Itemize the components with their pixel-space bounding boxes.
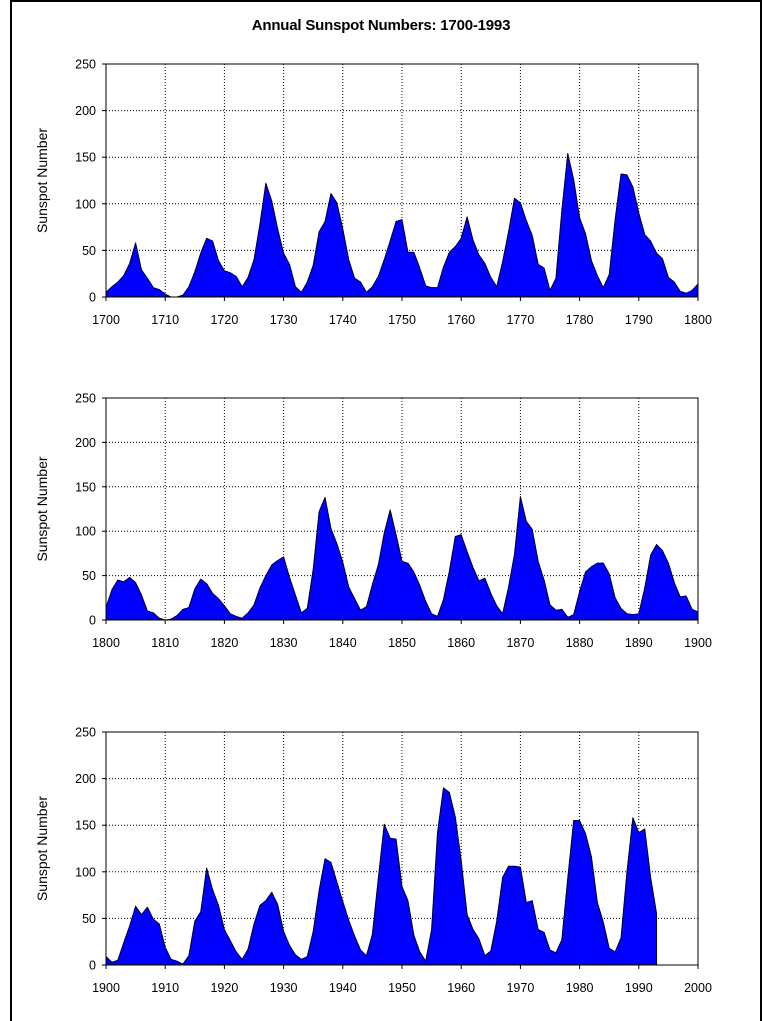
- y-tick-label: 200: [75, 436, 96, 450]
- x-tick-label: 1860: [447, 636, 475, 650]
- x-tick-label: 1810: [151, 636, 179, 650]
- x-tick-label: 1940: [329, 981, 357, 995]
- x-tick-label: 1790: [625, 313, 653, 327]
- y-axis-label: Sunspot Number: [34, 128, 50, 233]
- y-tick-label: 200: [75, 772, 96, 786]
- x-tick-label: 1980: [566, 981, 594, 995]
- sunspot-area-series: [105, 152, 699, 298]
- sunspot-area-series: [105, 787, 658, 966]
- y-tick-label: 50: [82, 244, 96, 258]
- x-tick-label: 1710: [151, 313, 179, 327]
- x-tick-label: 1840: [329, 636, 357, 650]
- x-tick-label: 1920: [210, 981, 238, 995]
- x-tick-label: 1700: [92, 313, 120, 327]
- x-tick-label: 1770: [506, 313, 534, 327]
- y-tick-label: 150: [75, 819, 96, 833]
- x-tick-label: 1890: [625, 636, 653, 650]
- y-tick-label: 250: [75, 58, 96, 72]
- x-tick-label: 1830: [270, 636, 298, 650]
- y-tick-label: 0: [89, 614, 96, 628]
- y-tick-label: 200: [75, 104, 96, 118]
- figure-frame: [10, 0, 762, 1021]
- x-tick-label: 1800: [92, 636, 120, 650]
- sunspot-area-series: [105, 496, 699, 621]
- x-tick-label: 1900: [92, 981, 120, 995]
- y-tick-label: 100: [75, 525, 96, 539]
- x-tick-label: 1850: [388, 636, 416, 650]
- y-tick-label: 150: [75, 151, 96, 165]
- x-tick-label: 1930: [270, 981, 298, 995]
- y-tick-label: 250: [75, 726, 96, 740]
- x-tick-label: 1880: [566, 636, 594, 650]
- y-tick-label: 0: [89, 291, 96, 305]
- x-tick-label: 1800: [684, 313, 712, 327]
- x-tick-label: 1950: [388, 981, 416, 995]
- x-tick-label: 1760: [447, 313, 475, 327]
- x-tick-label: 1900: [684, 636, 712, 650]
- chart-panel-1800-1900: 1800 1810 1820 1830 1840 1850 1860 1870 1880 1890…: [34, 392, 712, 651]
- y-tick-label: 50: [82, 912, 96, 926]
- x-tick-label: 1720: [210, 313, 238, 327]
- y-axis-label: Sunspot Number: [34, 456, 50, 561]
- x-tick-label: 2000: [684, 981, 712, 995]
- x-tick-label: 1960: [447, 981, 475, 995]
- x-tick-label: 1750: [388, 313, 416, 327]
- y-tick-label: 50: [82, 569, 96, 583]
- chart-panel-1900-2000: 1900 1910 1920 1930 1940 1950 1960 1970 1980 1990…: [34, 726, 712, 996]
- x-tick-label: 1730: [270, 313, 298, 327]
- chart-title: Annual Sunspot Numbers: 1700-1993: [251, 17, 511, 34]
- y-axis-label: Sunspot Number: [34, 796, 50, 901]
- chart-panel-1700-1800: 1700 1710 1720 1730 1740 1750 1760 1770 1780 1790…: [34, 58, 712, 328]
- x-tick-label: 1780: [566, 313, 594, 327]
- y-tick-label: 150: [75, 480, 96, 494]
- y-tick-label: 100: [75, 197, 96, 211]
- x-tick-label: 1740: [329, 313, 357, 327]
- y-tick-label: 250: [75, 392, 96, 406]
- x-tick-label: 1970: [506, 981, 534, 995]
- x-tick-label: 1990: [625, 981, 653, 995]
- x-tick-label: 1910: [151, 981, 179, 995]
- y-tick-label: 0: [89, 959, 96, 973]
- x-tick-label: 1820: [210, 636, 238, 650]
- y-tick-label: 100: [75, 865, 96, 879]
- x-tick-label: 1870: [506, 636, 534, 650]
